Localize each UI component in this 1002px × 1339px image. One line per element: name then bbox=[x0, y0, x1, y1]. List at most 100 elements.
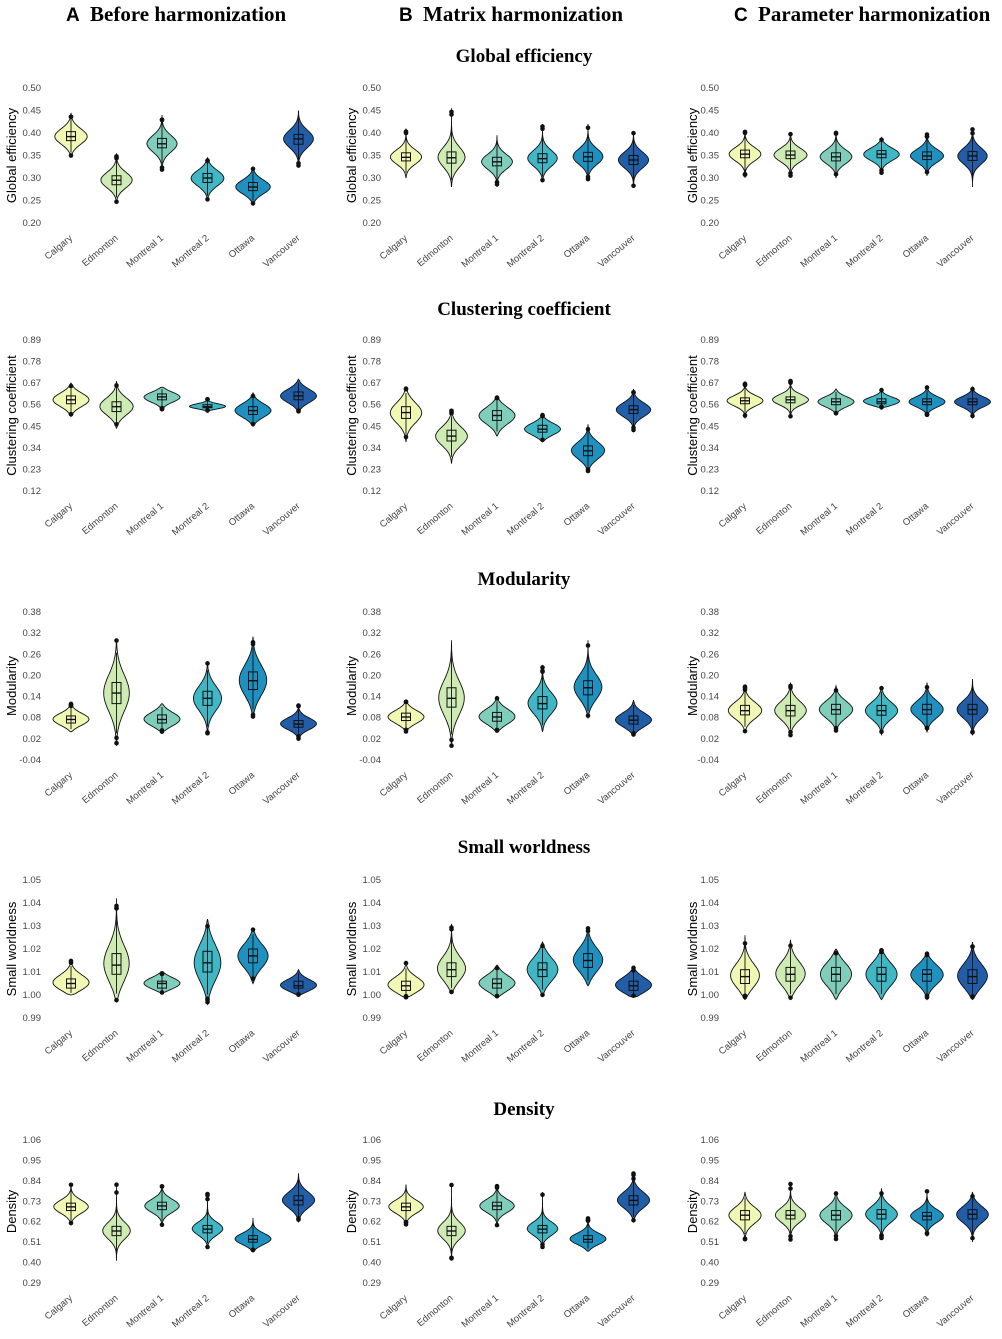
y-tick-label: 0.32 bbox=[701, 628, 720, 639]
violin-edmonton: Edmonton bbox=[754, 1181, 807, 1329]
violin-montreal-1: Montreal 1 bbox=[124, 970, 181, 1065]
y-tick-label: 0.38 bbox=[23, 607, 42, 618]
violin-montreal-1: Montreal 1 bbox=[798, 948, 853, 1065]
x-category-label: Montreal 2 bbox=[170, 233, 211, 270]
y-tick-label: 0.84 bbox=[701, 1176, 720, 1187]
outlier-point bbox=[833, 130, 839, 136]
outlier-point bbox=[540, 665, 545, 670]
x-category-label: Vancouver bbox=[261, 1293, 302, 1330]
violin-calgary: Calgary bbox=[43, 112, 88, 262]
y-tick-label: 0.99 bbox=[363, 1013, 382, 1024]
row-title-density: Density bbox=[493, 1099, 555, 1120]
outlier-point bbox=[631, 1171, 636, 1176]
y-tick-label: 0.40 bbox=[23, 1258, 42, 1269]
outlier-point bbox=[205, 996, 210, 1001]
x-category-label: Montreal 2 bbox=[844, 1028, 885, 1065]
x-category-label: Edmonton bbox=[754, 233, 794, 269]
outlier-point bbox=[159, 117, 165, 123]
y-tick-label: 0.45 bbox=[701, 106, 720, 117]
outlier-point bbox=[540, 437, 545, 443]
outlier-point bbox=[449, 1182, 454, 1188]
y-tick-label: 0.67 bbox=[23, 378, 42, 389]
outlier-point bbox=[494, 179, 500, 185]
column-letter-c: C bbox=[734, 5, 748, 26]
x-category-label: Montreal 2 bbox=[170, 501, 211, 538]
y-tick-label: 1.02 bbox=[701, 944, 720, 955]
y-axis-label: Global efficiency bbox=[685, 107, 700, 203]
y-tick-label: 1.05 bbox=[23, 875, 42, 886]
outlier-point bbox=[585, 1218, 591, 1223]
x-category-label: Ottawa bbox=[227, 500, 258, 528]
outlier-point bbox=[68, 958, 74, 964]
outlier-point bbox=[924, 134, 930, 140]
x-category-label: Calgary bbox=[378, 1028, 410, 1058]
panel-clustering-coefficient-b: Clustering coefficient 0.12 0.23 0.34 0.45 0.… bbox=[344, 335, 652, 538]
outlier-point bbox=[788, 378, 793, 384]
violin-vancouver: Vancouver bbox=[935, 679, 989, 807]
outlier-point bbox=[250, 1247, 256, 1253]
outlier-point bbox=[494, 727, 500, 733]
x-category-label: Montreal 1 bbox=[798, 1028, 839, 1065]
y-tick-label: 0.95 bbox=[363, 1155, 382, 1166]
box-iqr bbox=[922, 969, 932, 982]
outlier-point bbox=[631, 965, 636, 971]
outlier-point bbox=[205, 730, 210, 736]
violin-montreal-1: Montreal 1 bbox=[459, 1183, 515, 1330]
outlier-point bbox=[68, 411, 74, 417]
outlier-point bbox=[159, 729, 165, 734]
outlier-point bbox=[68, 153, 74, 158]
y-tick-label: 0.78 bbox=[23, 357, 42, 368]
y-tick-label: 0.20 bbox=[363, 670, 382, 681]
outlier-point bbox=[879, 729, 884, 735]
violin-calgary: Calgary bbox=[378, 960, 425, 1058]
outlier-point bbox=[449, 737, 454, 743]
outlier-point bbox=[540, 412, 545, 418]
violin-montreal-1: Montreal 1 bbox=[798, 1191, 853, 1330]
outlier-point bbox=[585, 426, 591, 432]
y-axis-label: Small worldness bbox=[685, 901, 700, 996]
y-tick-label: 0.62 bbox=[701, 1217, 720, 1228]
violin-calgary: Calgary bbox=[717, 1191, 762, 1322]
outlier-point bbox=[631, 390, 636, 395]
outlier-point bbox=[540, 669, 545, 675]
violin-montreal-1: Montreal 1 bbox=[459, 964, 516, 1065]
row-title-modularity: Modularity bbox=[478, 569, 571, 590]
x-category-label: Vancouver bbox=[596, 1293, 637, 1330]
column-header-b: B Matrix harmonization bbox=[399, 2, 623, 26]
outlier-point bbox=[114, 199, 119, 205]
x-category-label: Vancouver bbox=[935, 1293, 976, 1330]
violin-vancouver: Vancouver bbox=[261, 968, 317, 1065]
y-tick-label: 0.73 bbox=[363, 1196, 382, 1207]
x-category-label: Montreal 2 bbox=[844, 501, 885, 538]
x-category-label: Edmonton bbox=[80, 1293, 120, 1329]
violin-montreal-2: Montreal 2 bbox=[505, 1192, 559, 1330]
x-category-label: Vancouver bbox=[935, 1028, 976, 1065]
outlier-point bbox=[114, 155, 119, 160]
y-tick-label: 0.84 bbox=[23, 1176, 42, 1187]
y-tick-label: 0.23 bbox=[363, 464, 382, 475]
column-letter-a: A bbox=[66, 5, 80, 26]
violin-vancouver: Vancouver bbox=[935, 385, 991, 538]
outlier-point bbox=[788, 1237, 793, 1242]
y-tick-label: 1.01 bbox=[23, 967, 42, 978]
x-category-label: Calgary bbox=[43, 1293, 75, 1323]
x-category-label: Montreal 2 bbox=[505, 1293, 546, 1330]
outlier-point bbox=[879, 387, 884, 393]
outlier-point bbox=[970, 1235, 975, 1241]
x-category-label: Calgary bbox=[717, 233, 749, 263]
violin-montreal-1: Montreal 1 bbox=[798, 684, 854, 807]
violin-vancouver: Vancouver bbox=[261, 703, 317, 807]
violin-ottawa: Ottawa bbox=[562, 640, 603, 798]
violin-edmonton: Edmonton bbox=[415, 640, 465, 806]
y-tick-label: -0.04 bbox=[19, 755, 41, 766]
violin-montreal-2: Montreal 2 bbox=[505, 664, 558, 807]
y-tick-label: 0.51 bbox=[701, 1237, 720, 1248]
outlier-point bbox=[788, 1186, 793, 1191]
x-category-label: Vancouver bbox=[261, 770, 302, 807]
outlier-point bbox=[631, 183, 636, 189]
y-tick-label: 0.40 bbox=[23, 128, 42, 139]
y-tick-label: 0.51 bbox=[23, 1237, 42, 1248]
violin-calgary: Calgary bbox=[43, 1182, 89, 1322]
box-iqr bbox=[537, 696, 548, 710]
x-category-label: Edmonton bbox=[415, 1028, 455, 1064]
